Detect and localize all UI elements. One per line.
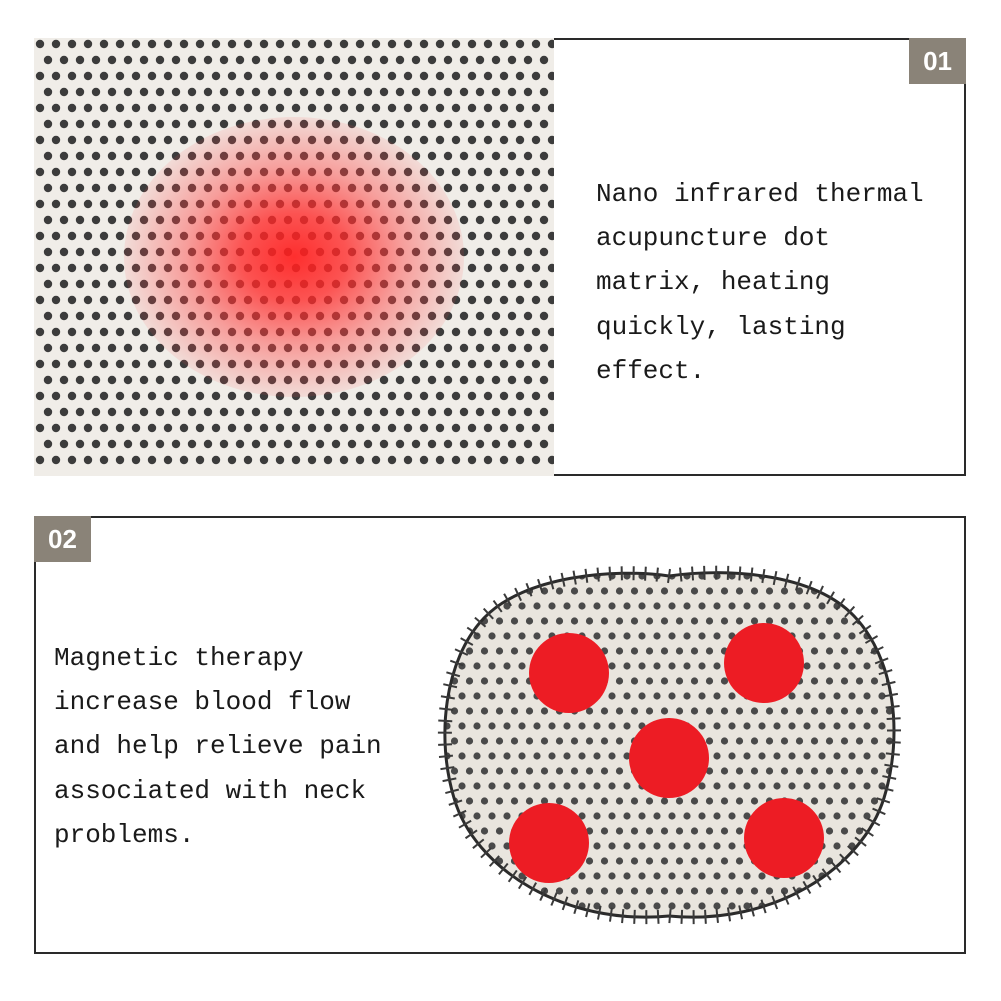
magnet-dot	[724, 623, 804, 703]
magnet-dot	[509, 803, 589, 883]
magnet-dot	[744, 798, 824, 878]
feature-panel-1: 01 Nano infrared thermal acupuncture dot…	[34, 38, 966, 476]
panel1-badge: 01	[909, 38, 966, 84]
panel2-image	[414, 558, 934, 938]
panel1-image	[34, 38, 554, 476]
magnetic-pad-svg	[414, 558, 934, 938]
magnet-dot	[629, 718, 709, 798]
magnet-dot	[529, 633, 609, 713]
panel1-description: Nano infrared thermal acupuncture dot ma…	[596, 172, 946, 393]
panel2-description: Magnetic therapy increase blood flow and…	[54, 636, 404, 857]
panel2-badge: 02	[34, 516, 91, 562]
feature-panel-2: 02 Magnetic therapy increase blood flow …	[34, 516, 966, 954]
dot-matrix-svg	[34, 38, 554, 476]
